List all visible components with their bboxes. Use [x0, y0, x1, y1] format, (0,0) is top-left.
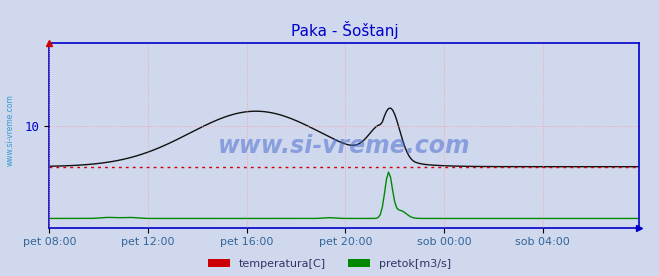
Text: www.si-vreme.com: www.si-vreme.com: [218, 134, 471, 158]
Text: www.si-vreme.com: www.si-vreme.com: [5, 94, 14, 166]
Title: Paka - Šoštanj: Paka - Šoštanj: [291, 21, 398, 39]
Legend: temperatura[C], pretok[m3/s]: temperatura[C], pretok[m3/s]: [203, 254, 456, 273]
